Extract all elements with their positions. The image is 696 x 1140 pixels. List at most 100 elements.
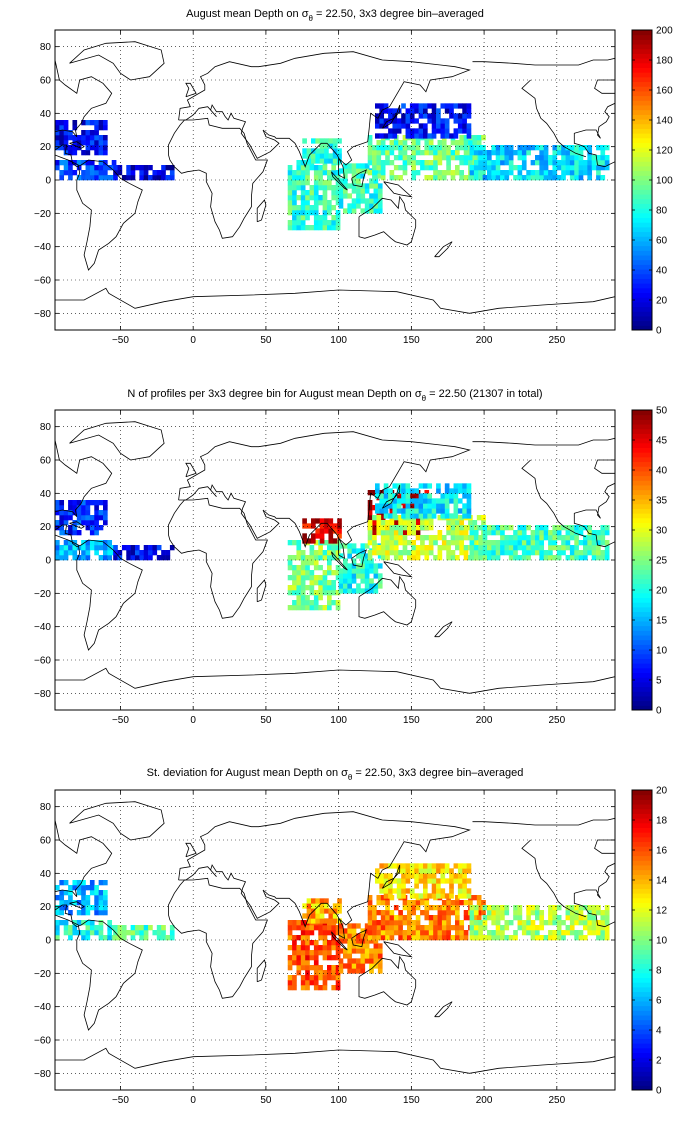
heatmap-cell	[402, 150, 408, 156]
heatmap-cell	[388, 493, 393, 499]
heatmap-cell	[372, 915, 377, 921]
heatmap-cell	[587, 930, 593, 936]
heatmap-cell	[543, 530, 549, 536]
heatmap-cell	[415, 145, 421, 151]
heatmap-cell	[463, 545, 469, 551]
heatmap-cell	[360, 163, 366, 169]
heatmap-cell	[98, 165, 104, 171]
heatmap-cell	[300, 195, 306, 201]
colorbar-segment	[632, 1080, 652, 1086]
heatmap-cell	[89, 145, 95, 151]
heatmap-cell	[380, 515, 386, 521]
heatmap-cell	[428, 905, 434, 911]
heatmap-cell	[530, 535, 536, 541]
heatmap-cell	[450, 900, 456, 906]
heatmap-cell	[367, 555, 373, 561]
heatmap-cell	[327, 600, 332, 606]
heatmap-cell	[338, 923, 344, 929]
heatmap-cell	[446, 170, 451, 176]
heatmap-cell	[578, 145, 584, 151]
heatmap-cell	[103, 550, 108, 556]
heatmap-cell	[596, 155, 601, 161]
heatmap-cell	[539, 530, 545, 536]
heatmap-cell	[388, 133, 393, 139]
heatmap-cell	[309, 925, 315, 931]
heatmap-cell	[556, 905, 562, 911]
heatmap-cell	[367, 505, 373, 511]
heatmap-cell	[94, 125, 99, 131]
heatmap-cell	[463, 145, 469, 151]
heatmap-cell	[322, 210, 328, 216]
heatmap-cell	[76, 930, 82, 936]
heatmap-cell	[414, 868, 419, 874]
heatmap-cell	[437, 905, 443, 911]
colorbar-segment	[632, 508, 652, 514]
heatmap-cell	[302, 903, 307, 909]
heatmap-cell	[369, 193, 374, 199]
heatmap-cell	[364, 948, 370, 954]
heatmap-cell	[377, 948, 383, 954]
heatmap-cell	[351, 968, 357, 974]
heatmap-cell	[427, 118, 433, 124]
heatmap-cell	[59, 895, 65, 901]
heatmap-cell	[328, 523, 334, 529]
heatmap-cell	[600, 535, 606, 541]
heatmap-cell	[427, 493, 433, 499]
colorbar-segment	[632, 1057, 652, 1063]
heatmap-cell	[364, 953, 370, 959]
heatmap-cell	[491, 545, 497, 551]
heatmap-cell	[318, 950, 323, 956]
heatmap-cell	[143, 930, 149, 936]
heatmap-cell	[393, 540, 399, 546]
heatmap-cell	[335, 570, 341, 576]
heatmap-cell	[287, 575, 293, 581]
heatmap-cell	[450, 530, 456, 536]
x-tick-label: −50	[112, 715, 129, 726]
heatmap-cell	[457, 123, 463, 129]
colorbar-segment	[632, 269, 652, 275]
heatmap-cell	[587, 910, 593, 916]
heatmap-cell	[481, 170, 486, 176]
heatmap-cell	[578, 555, 584, 561]
heatmap-cell	[587, 170, 593, 176]
heatmap-cell	[68, 910, 73, 916]
heatmap-cell	[364, 183, 370, 189]
heatmap-cell	[444, 483, 450, 489]
heatmap-cell	[292, 585, 297, 591]
heatmap-cell	[313, 975, 319, 981]
heatmap-cell	[338, 968, 344, 974]
heatmap-cell	[552, 155, 558, 161]
heatmap-cell	[324, 908, 329, 914]
heatmap-cell	[76, 880, 82, 886]
heatmap-cell	[169, 545, 175, 551]
heatmap-cell	[107, 555, 113, 561]
heatmap-cell	[94, 545, 99, 551]
heatmap-cell	[428, 145, 434, 151]
heatmap-cell	[360, 183, 366, 189]
heatmap-cell	[372, 920, 377, 926]
heatmap-cell	[369, 953, 374, 959]
coastline	[381, 484, 401, 509]
heatmap-cell	[296, 185, 302, 191]
heatmap-cell	[441, 155, 447, 161]
heatmap-cell	[449, 868, 454, 874]
heatmap-cell	[491, 160, 497, 166]
heatmap-cell	[500, 910, 505, 916]
heatmap-cell	[462, 893, 467, 899]
heatmap-cell	[411, 910, 417, 916]
heatmap-cell	[491, 910, 497, 916]
heatmap-cell	[139, 175, 145, 181]
heatmap-cell	[369, 963, 374, 969]
heatmap-cell	[300, 925, 306, 931]
heatmap-cell	[495, 545, 501, 551]
heatmap-cell	[117, 550, 123, 556]
heatmap-cell	[491, 550, 497, 556]
heatmap-cell	[409, 118, 415, 124]
heatmap-cell	[335, 590, 341, 596]
colorbar-segment	[632, 325, 652, 331]
heatmap-cell	[446, 925, 451, 931]
heatmap-cell	[526, 905, 531, 911]
heatmap-cell	[81, 900, 86, 906]
heatmap-cell	[407, 935, 412, 941]
heatmap-cell	[482, 550, 488, 556]
